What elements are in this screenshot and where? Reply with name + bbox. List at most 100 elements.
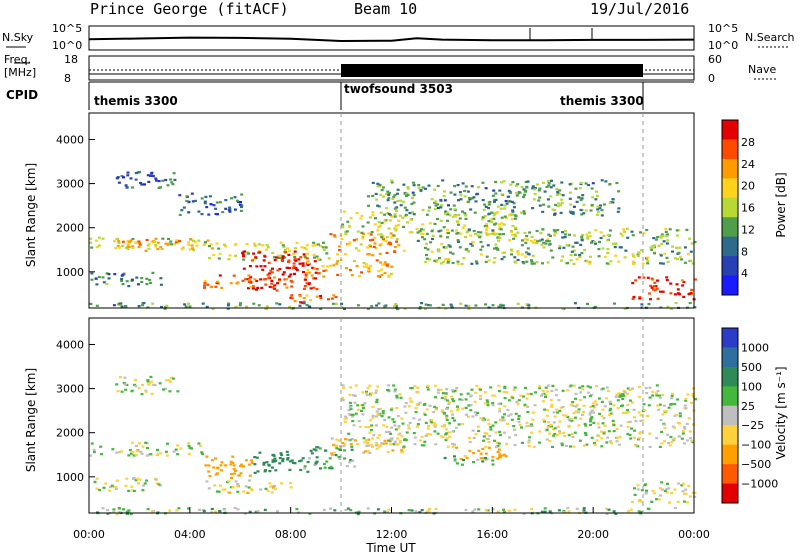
power-map-cell-8-284: [461, 210, 464, 213]
vel-map-cell-5-34: [391, 449, 395, 452]
vel-map-cell-6-83: [541, 389, 545, 392]
vel-map-cell-6-624: [412, 432, 416, 435]
vel-map-cell-6-421: [590, 409, 594, 412]
vel-map-cell-4-23: [272, 486, 275, 489]
power-map-cell-7-153: [500, 222, 504, 225]
vel-map-cell-11-46: [643, 484, 647, 487]
vel-map-cell-6-482: [555, 408, 559, 411]
vel-map-cell-12-89: [612, 510, 616, 513]
power-map-cell-8-78: [457, 199, 460, 202]
vel-map-cell-6-652: [498, 410, 502, 413]
vel-map-cell-4-7: [246, 491, 250, 494]
vel-map-cell-6-691: [548, 440, 552, 443]
vel-map-cell-6-590: [634, 444, 638, 447]
power-map-cell-13-35: [656, 279, 659, 282]
vel-map-cell-9-9: [165, 379, 169, 382]
power-map-cell-1-11: [190, 244, 194, 247]
power-map-cell-13-5: [675, 283, 679, 286]
vel-map-cell-6-212: [454, 426, 458, 429]
vel-map-cell-6-582: [510, 418, 514, 421]
vel-map-cell-5-25: [363, 441, 367, 444]
power-map-cell-7-86: [495, 211, 499, 214]
power-map-cell-14-89: [394, 303, 398, 306]
vel-map-cell-1-8: [219, 464, 223, 467]
vel-map-cell-12-108: [582, 509, 586, 512]
vel-map-cell-2-11: [281, 460, 285, 463]
vel-map-cell-6-639: [506, 408, 510, 411]
power-map-cell-10-20: [173, 178, 177, 181]
vel-map-cell-2-2: [262, 461, 266, 464]
power-map-cell-9-137: [530, 260, 534, 263]
vel-map-cell-6-592: [352, 394, 355, 397]
power-map-cell-5-25: [376, 275, 380, 278]
power-map-cell-8-216: [602, 203, 606, 206]
power-map-cell-15-0: [214, 207, 218, 210]
power-map-cell-9-313: [516, 258, 520, 262]
power-map-cell-0-39: [144, 249, 148, 252]
power-map-cell-7-75: [368, 216, 372, 219]
power-map-cell-9-78: [485, 255, 489, 258]
vel-map-cell-6-290: [600, 437, 604, 440]
vel-map-cell-0-11: [99, 445, 103, 448]
cpid-segment-2: twofsound 3503: [344, 82, 453, 96]
power-map-cell-9-44: [652, 237, 656, 240]
power-map-cell-14-99: [593, 305, 597, 308]
vel-map-cell-6-682: [643, 409, 647, 412]
power-map-cell-9-318: [487, 259, 491, 262]
power-map-cell-9-97: [424, 260, 428, 263]
power-map-cell-7-68: [345, 230, 349, 233]
vel-map-cell-6-524: [364, 425, 368, 429]
vel-map-cell-0-37: [190, 447, 193, 450]
power-map-cell-8-115: [571, 211, 575, 214]
power-map-cell-8-177: [611, 198, 615, 201]
velocity-ytick-label-4000: 4000: [56, 338, 84, 351]
vel-map-cell-9-17: [140, 393, 144, 396]
vel-map-cell-6-560: [656, 404, 660, 407]
vel-map-cell-0-21: [115, 451, 119, 454]
power-map-cell-8-249: [600, 214, 604, 217]
vel-map-cell-3-7: [331, 454, 334, 457]
power-map-cell-11-6: [140, 277, 144, 280]
vel-map-cell-3-29: [319, 467, 322, 470]
vel-map-cell-9-27: [118, 376, 122, 379]
vel-map-cell-5-5: [362, 451, 366, 454]
power-map-cell-15-33: [215, 201, 219, 204]
vcolorbar-tick-0: 1000: [741, 341, 769, 354]
power-map-cell-15-20: [239, 205, 243, 209]
vel-map-cell-12-13: [582, 510, 586, 513]
power-map-cell-15-39: [228, 210, 232, 213]
power-map-cell-6-55: [385, 236, 389, 239]
vel-map-cell-6-431: [626, 425, 630, 428]
power-map-cell-0-37: [116, 238, 119, 241]
vel-map-cell-2-42: [255, 456, 259, 459]
vel-map-cell-8-1: [463, 454, 467, 458]
power-map-cell-1-3: [187, 243, 191, 246]
vel-map-cell-12-83: [210, 507, 214, 511]
power-map-cell-9-238: [689, 259, 693, 262]
power-map-cell-15-41: [239, 209, 243, 212]
vel-map-cell-11-11: [640, 489, 644, 492]
power-map-cell-8-39: [484, 187, 488, 190]
power-map-cell-5-30: [313, 267, 317, 270]
vel-map-cell-6-455: [413, 436, 417, 439]
power-map-cell-8-150: [406, 186, 410, 189]
vel-map-cell-6-399: [573, 431, 577, 434]
vel-map-cell-3-37: [318, 447, 322, 450]
power-map-cell-8-129: [417, 186, 421, 189]
vel-map-cell-8-14: [472, 461, 475, 464]
power-map-cell-8-101: [490, 211, 494, 214]
power-map-cell-6-4: [329, 233, 333, 236]
vel-map-cell-6-397: [445, 418, 449, 421]
vel-map-cell-6-251: [549, 423, 553, 427]
vel-map-cell-6-23: [544, 394, 548, 397]
power-map-cell-14-105: [418, 306, 422, 309]
power-map-cell-9-166: [630, 230, 634, 233]
power-map-cell-4-3: [214, 285, 218, 288]
vel-map-cell-6-161: [482, 439, 485, 442]
freq-label: Freq.: [4, 53, 32, 66]
power-map-cell-5-41: [365, 263, 369, 266]
vel-map-cell-6-146: [382, 424, 386, 427]
vel-map-cell-6-14: [579, 391, 583, 394]
vel-map-cell-8-11: [491, 463, 495, 466]
vel-map-cell-6-187: [453, 419, 456, 422]
